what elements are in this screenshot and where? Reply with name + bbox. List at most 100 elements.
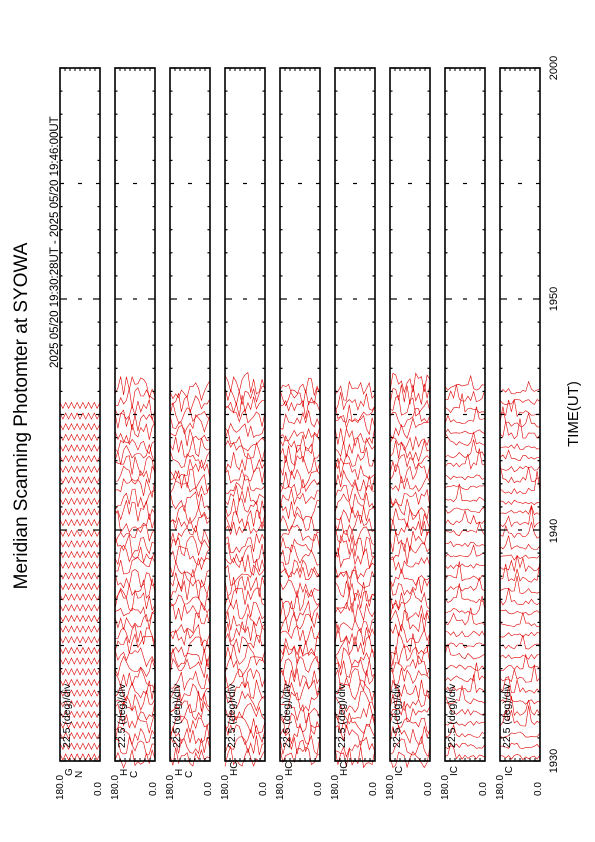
trace-line: [59, 401, 101, 410]
trace-line: [500, 742, 541, 749]
panel-4: [224, 67, 266, 767]
panel-2: [114, 67, 156, 769]
trace-line: [499, 676, 541, 694]
trace-line: [389, 713, 431, 734]
trace-line: [334, 723, 376, 747]
y-tick-label-bottom: 0.0: [478, 782, 489, 796]
trace-line: [499, 499, 541, 506]
trace-line: [279, 387, 321, 407]
scale-label: 22.5 (deg)/div: [446, 683, 458, 748]
trace-line: [334, 668, 376, 692]
panel-1: [59, 67, 101, 762]
x-axis-label: TIME(UT): [565, 381, 582, 447]
y-tick-label-top: 180.0: [330, 775, 341, 800]
trace-line: [114, 569, 156, 589]
trace-line: [224, 429, 266, 452]
trace-line: [59, 582, 101, 591]
trace-line: [224, 575, 266, 598]
panel-9: [499, 67, 541, 762]
trace-line: [169, 393, 211, 414]
panel-label: HC: [339, 762, 350, 776]
trace-line: [224, 632, 266, 654]
trace-line: [224, 643, 266, 666]
trace-line: [389, 588, 431, 610]
y-tick-label-bottom: 0.0: [313, 782, 324, 796]
trace-line: [389, 372, 431, 394]
trace-line: [444, 406, 486, 425]
trace-line: [114, 422, 156, 443]
trace-line: [169, 450, 211, 469]
trace-line: [114, 655, 156, 678]
trace-line: [444, 583, 486, 604]
trace-line: [444, 720, 486, 727]
trace-line: [169, 623, 211, 647]
trace-line: [114, 444, 156, 465]
trace-line: [444, 741, 486, 760]
trace-line: [169, 505, 211, 524]
trace-line: [224, 611, 266, 632]
trace-line: [334, 492, 376, 514]
trace-line: [389, 679, 431, 701]
trace-line: [334, 437, 376, 458]
trace-line: [169, 535, 211, 557]
trace-line: [224, 467, 266, 484]
trace-line: [279, 668, 321, 690]
trace-line: [59, 550, 101, 559]
trace-line: [114, 606, 156, 622]
trace-line: [169, 480, 211, 498]
trace-line: [334, 534, 376, 558]
y-tick-label-bottom: 0.0: [533, 782, 544, 796]
y-tick-label-top: 180.0: [165, 775, 176, 800]
trace-line: [224, 587, 266, 607]
trace-line: [114, 690, 156, 712]
trace-line: [114, 633, 156, 654]
trace-line: [389, 519, 431, 537]
trace-line: [169, 459, 211, 480]
trace-line: [59, 742, 101, 750]
trace-line: [444, 595, 486, 615]
trace-line: [279, 431, 321, 455]
trace-line: [389, 643, 431, 666]
trace-line: [169, 557, 211, 578]
trace-line: [169, 436, 211, 458]
trace-line: [59, 636, 101, 644]
scale-label: 22.5 (deg)/div: [116, 683, 128, 748]
trace-line: [499, 406, 541, 428]
trace-line: [114, 578, 156, 600]
trace-line: [499, 399, 541, 406]
trace-line: [224, 440, 266, 463]
trace-line: [224, 703, 266, 721]
trace-line: [59, 444, 101, 452]
x-tick-label-2000: 2000: [548, 56, 560, 80]
trace-line: [499, 609, 541, 616]
trace-line: [499, 705, 541, 727]
trace-line: [499, 470, 541, 495]
trace-line: [59, 497, 101, 505]
trace-line: [114, 624, 156, 645]
trace-line: [389, 724, 431, 745]
trace-line: [59, 412, 101, 420]
trace-line: [389, 530, 431, 552]
trace-line: [59, 668, 101, 676]
trace-line: [444, 393, 486, 414]
trace-line: [114, 647, 156, 668]
trace-line: [334, 505, 376, 524]
y-tick-label-bottom: 0.0: [203, 782, 214, 796]
trace-line: [334, 624, 376, 646]
trace-line: [224, 485, 266, 506]
trace-line: [389, 568, 431, 588]
trace-line: [444, 743, 486, 750]
trace-line: [224, 452, 266, 474]
trace-line: [444, 428, 486, 435]
trace-line: [114, 666, 156, 690]
trace-line: [59, 423, 101, 431]
trace-line: [59, 604, 101, 612]
trace-line: [224, 621, 266, 644]
trace-line: [499, 418, 541, 440]
trace-line: [114, 434, 156, 455]
y-tick-label-top: 180.0: [385, 775, 396, 800]
trace-line: [59, 476, 101, 484]
trace-line: [499, 561, 541, 583]
trace-line: [169, 670, 211, 692]
trace-line: [224, 655, 266, 677]
